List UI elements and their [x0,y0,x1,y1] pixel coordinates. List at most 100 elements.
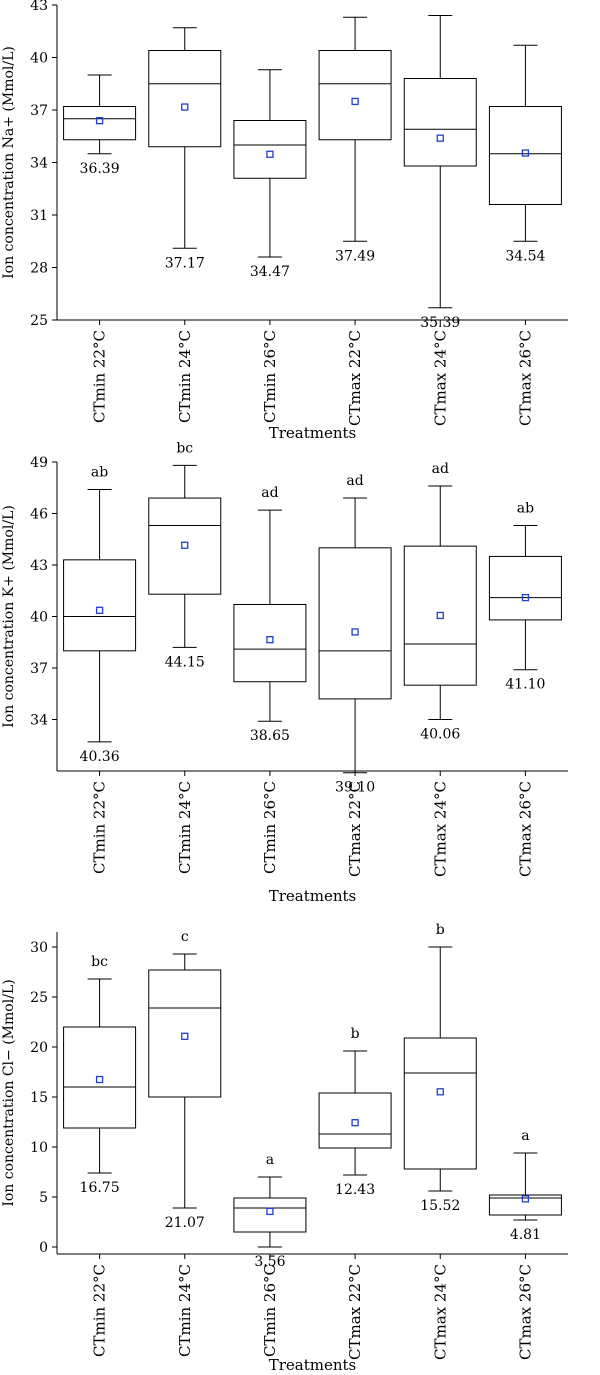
significance-letter: c [181,929,189,945]
mean-marker [95,117,104,125]
mean-marker [351,97,359,106]
iqr-box [233,120,307,179]
y-tick-label: 40 [30,51,48,67]
y-tick-label: 28 [30,261,48,277]
x-tick-label: CTmin 22°C [91,781,109,874]
panel-2: 34 37 40 43 46 49 Ion concentration K+ (Mmol/L… [1,440,568,905]
mean-marker [181,103,189,111]
box-5: 15.52 b [403,922,477,1214]
y-tick-label: 0 [39,1240,48,1256]
x-axis-title: Treatments [269,1356,357,1374]
mean-marker [95,1075,104,1084]
y-tick-label: 31 [30,208,48,224]
box-6: 34.54 [488,44,562,264]
significance-letter: b [351,1026,360,1042]
box-3: 34.47 [233,69,307,280]
x-tick-label: CTmax 24°C [431,330,449,426]
mean-value-label: 34.47 [250,264,290,280]
mean-marker [436,611,444,620]
y-tick-label: 37 [30,661,48,677]
iqr-box [488,1194,562,1216]
box-1: 16.75 bc [63,954,137,1196]
iqr-box [148,497,222,595]
y-axis-title: Ion concentration Na+ (Mmol/L) [1,46,17,279]
x-tick-label: CTmin 26°C [261,781,279,874]
x-tick-label: CTmin 24°C [176,330,194,423]
box-2: 21.07 c [148,929,222,1231]
y-tick-label: 25 [30,313,48,329]
x-axis-title: Treatments [269,887,357,905]
y-tick-label: 43 [30,0,48,14]
mean-marker [181,541,189,549]
x-tick-label: CTmin 22°C [91,330,109,423]
box-6: 41.10 ab [488,501,562,693]
x-tick-label: CTmax 26°C [516,330,534,426]
panel-3: 0 5 10 15 20 25 30 Ion concentration Cl− (Mmol/… [1,922,568,1374]
y-tick-label: 49 [30,455,48,471]
x-tick-label: CTmin 26°C [261,1264,279,1357]
x-tick-label: CTmin 24°C [176,781,194,874]
iqr-box [403,1037,477,1170]
mean-value-label: 21.07 [165,1215,205,1231]
mean-marker [181,1032,189,1040]
mean-marker [95,606,104,614]
y-tick-label: 37 [30,103,48,119]
mean-value-label: 44.15 [165,654,205,670]
x-tick-label: CTmin 24°C [176,1264,194,1357]
iqr-box [233,1197,307,1233]
mean-marker [266,636,274,644]
mean-value-label: 4.81 [510,1227,541,1243]
mean-value-label: 40.06 [420,727,460,743]
significance-letter: ab [91,464,108,480]
y-axis-title: Ion concentration Cl− (Mmol/L) [1,979,17,1206]
iqr-box [318,50,392,141]
mean-value-label: 36.39 [80,161,120,177]
x-tick-label: CTmax 24°C [431,781,449,877]
mean-value-label: 15.52 [420,1198,460,1214]
mean-value-label: 37.49 [335,248,375,264]
mean-marker [521,1195,530,1203]
box-1: 40.36 ab [63,464,137,765]
mean-marker [521,593,530,602]
box-5: 40.06 ad [403,461,477,743]
x-tick-label: CTmin 22°C [91,1264,109,1357]
y-tick-label: 25 [30,990,48,1006]
y-tick-label: 30 [30,940,48,956]
iqr-box [318,547,392,700]
box-4: 39.10 ad [318,473,392,796]
significance-letter: ab [517,501,534,517]
mean-value-label: 16.75 [80,1180,120,1196]
box-1: 36.39 [63,74,137,177]
y-tick-label: 43 [30,558,48,574]
mean-marker [521,149,530,157]
x-tick-label: CTmax 24°C [431,1264,449,1360]
mean-value-label: 3.56 [254,1254,285,1270]
mean-value-label: 38.65 [250,728,290,744]
y-tick-label: 15 [30,1090,48,1106]
box-6: 4.81 a [488,1128,562,1243]
significance-letter: ad [261,485,278,501]
mean-marker [436,134,444,142]
x-tick-label: CTmax 22°C [346,330,364,426]
x-tick-label: CTmax 26°C [516,1264,534,1360]
box-4: 12.43 b [318,1026,392,1198]
mean-value-label: 39.10 [335,780,375,796]
mean-value-label: 34.54 [505,248,545,264]
y-tick-label: 20 [30,1040,48,1056]
box-2: 44.15 bc [148,440,222,670]
iqr-box [148,50,222,148]
iqr-box [488,555,562,621]
mean-marker [351,628,359,636]
mean-marker [266,150,274,158]
x-tick-label: CTmax 22°C [346,1264,364,1360]
mean-value-label: 35.39 [420,315,460,331]
x-tick-label: CTmax 26°C [516,781,534,877]
mean-marker [436,1088,444,1096]
box-4: 37.49 [318,16,392,264]
box-3: 3.56 a [233,1152,307,1270]
significance-letter: a [521,1128,529,1144]
iqr-box [63,1026,137,1129]
y-tick-label: 46 [30,507,48,523]
significance-letter: a [266,1152,274,1168]
